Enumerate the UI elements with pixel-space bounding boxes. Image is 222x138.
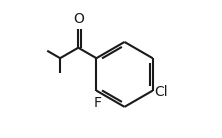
Text: F: F — [94, 96, 102, 110]
Text: Cl: Cl — [155, 85, 168, 99]
Text: O: O — [73, 12, 84, 26]
